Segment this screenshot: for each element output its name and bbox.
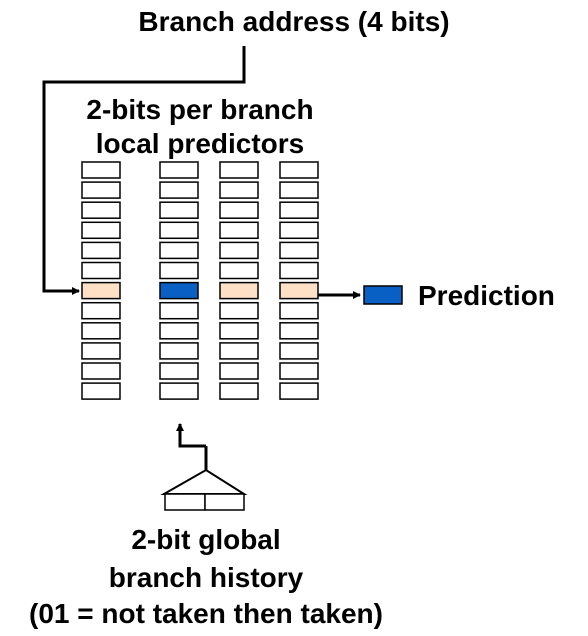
predictor-cell (159, 221, 199, 240)
predictor-cell (81, 161, 121, 179)
predictor-cell (81, 261, 121, 280)
predictor-cell (81, 342, 121, 360)
predictor-cell (81, 201, 121, 219)
predictor-cell (159, 241, 199, 260)
predictor-cell (279, 261, 319, 280)
predictor-cell (81, 382, 121, 400)
predictor-cell (159, 201, 199, 219)
predictors-title-line1: 2-bits per branch (86, 94, 314, 125)
predictor-cell (219, 221, 259, 240)
predictor-cell (279, 281, 319, 300)
predictor-cell (81, 241, 121, 260)
predictor-cell (219, 201, 259, 219)
predictor-cell (219, 382, 259, 400)
history-label-line3: (01 = not taken then taken) (29, 598, 383, 629)
history-bit-0 (164, 493, 206, 511)
predictor-cell (159, 281, 199, 300)
predictor-cell (279, 362, 319, 380)
branch-address-arrow (42, 46, 246, 295)
predictor-cell (81, 281, 121, 300)
predictor-cell (81, 181, 121, 199)
predictor-cell (219, 181, 259, 199)
history-label-line1: 2-bit global (131, 524, 281, 555)
predictor-cell (279, 221, 319, 240)
history-arrow-line (176, 423, 206, 448)
prediction-label: Prediction (418, 280, 555, 311)
predictor-cell (81, 362, 121, 380)
predictor-cell (159, 301, 199, 320)
predictor-cell (81, 301, 121, 320)
branch-address-label: Branch address (4 bits) (138, 6, 450, 37)
predictor-cell (159, 322, 199, 340)
predictor-cell (159, 362, 199, 380)
predictor-cell (279, 181, 319, 199)
history-label-line2: branch history (108, 562, 304, 593)
predictor-cell (81, 322, 121, 340)
predictor-cell (219, 241, 259, 260)
predictor-cell (219, 261, 259, 280)
history-bit-1 (204, 493, 245, 511)
predictor-cell (279, 301, 319, 320)
predictor-cell (81, 221, 121, 240)
predictor-cell (279, 201, 319, 219)
predictor-cell (279, 322, 319, 340)
predictor-cell (219, 161, 259, 179)
predictor-cell (279, 161, 319, 179)
prediction-box (363, 285, 403, 305)
predictor-cell (219, 322, 259, 340)
predictor-cell (219, 301, 259, 320)
history-register-triangle (160, 468, 248, 495)
predictor-cell (159, 181, 199, 199)
predictor-cell (219, 362, 259, 380)
predictor-table (81, 161, 319, 400)
predictor-cell (219, 281, 259, 300)
predictor-cell (279, 241, 319, 260)
predictor-cell (159, 382, 199, 400)
predictor-cell (279, 382, 319, 400)
predictors-title-line2: local predictors (95, 128, 305, 159)
predictor-cell (219, 342, 259, 360)
predictor-cell (279, 342, 319, 360)
predictor-cell (159, 342, 199, 360)
predictor-cell (159, 261, 199, 280)
predictor-cell (159, 161, 199, 179)
